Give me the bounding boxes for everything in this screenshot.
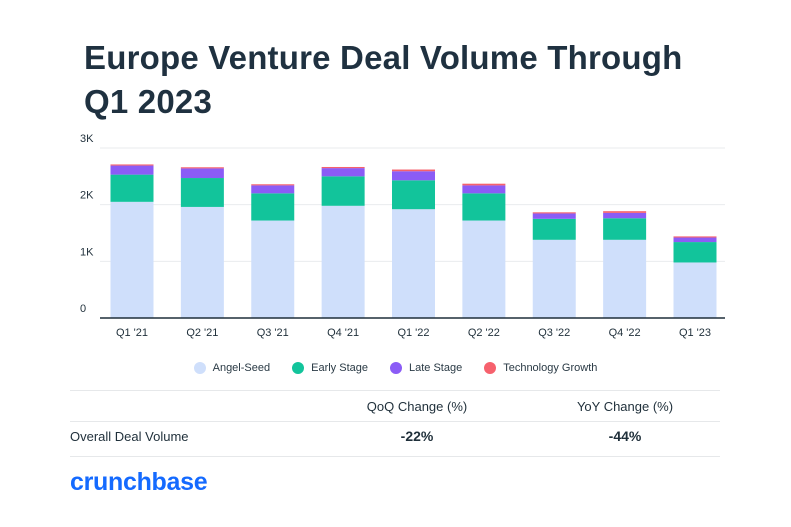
legend-label: Early Stage (311, 362, 368, 374)
bar-segment (321, 205, 365, 318)
bar-segment (392, 180, 435, 210)
x-tick-label: Q1 '22 (397, 327, 429, 339)
bar-segment (251, 185, 295, 194)
y-tick-label: 0 (80, 303, 86, 315)
bar-segment (251, 220, 295, 318)
bar-segment (392, 169, 435, 172)
bar-segment (673, 236, 717, 238)
bar-segment (532, 213, 576, 219)
chart-legend: Angel-Seed Early Stage Late Stage Techno… (0, 362, 791, 374)
bar-segment (110, 174, 154, 202)
bar-segment (180, 178, 224, 207)
bar-segment (673, 237, 717, 243)
x-tick-label: Q3 '22 (538, 327, 570, 339)
bar-segment (673, 242, 717, 263)
x-tick-label: Q1 '23 (679, 327, 711, 339)
bar-segment (462, 185, 506, 194)
bar-segment (110, 164, 154, 166)
bar-segment (603, 218, 647, 240)
legend-item-early-stage: Early Stage (292, 362, 368, 374)
x-tick-label: Q4 '21 (327, 327, 359, 339)
bar-segment (462, 183, 506, 186)
legend-swatch (484, 362, 497, 374)
chart-title: Europe Venture Deal Volume Through Q1 20… (84, 39, 683, 120)
bar-segment (603, 212, 647, 219)
x-tick-label: Q3 '21 (257, 327, 289, 339)
bar-segment (110, 165, 154, 175)
bar-segment (321, 168, 365, 177)
bar-segment (321, 176, 365, 206)
bar-segment (532, 218, 576, 240)
bar-segment (251, 184, 295, 186)
bar-segment (392, 171, 435, 181)
table-divider (70, 390, 720, 391)
stacked-bar-chart: 0 1K 2K 3K Q1 '21 Q2 '21 Q3 '21 Q4 '21 Q1 '22 Q2 … (80, 133, 725, 339)
legend-label: Late Stage (408, 362, 463, 374)
bar-segment (321, 166, 365, 169)
table-header-qoq: QoQ Change (%) (366, 399, 468, 414)
x-tick-label: Q2 '22 (468, 327, 500, 339)
bar-segment (603, 239, 647, 318)
legend-label: Technology Growth (503, 362, 598, 374)
bar-segment (110, 201, 154, 318)
bar-segment (532, 239, 576, 318)
table-row-label: Overall Deal Volume (70, 429, 189, 444)
legend-item-technology-growth: Technology Growth (484, 362, 597, 374)
bar-segment (180, 206, 224, 318)
table-divider (70, 456, 720, 457)
table-value-qoq: -22% (400, 428, 434, 444)
legend-swatch (193, 362, 206, 374)
x-tick-label: Q2 '21 (186, 327, 218, 339)
bar-segment (462, 193, 506, 221)
crunchbase-logo: crunchbase (70, 468, 208, 496)
y-tick-label: 3K (80, 133, 94, 145)
table-header-yoy: YoY Change (%) (576, 399, 674, 414)
legend-item-angel-seed: Angel-Seed (193, 362, 271, 374)
x-tick-label: Q4 '22 (609, 327, 641, 339)
x-tick-label: Q1 '21 (116, 327, 148, 339)
bar-segment (180, 168, 224, 179)
bar-segment (462, 220, 506, 318)
y-tick-label: 1K (80, 246, 94, 258)
bar-segment (673, 262, 717, 318)
legend-item-late-stage: Late Stage (389, 362, 463, 374)
bar-segment (532, 212, 576, 214)
legend-label: Angel-Seed (212, 362, 271, 374)
legend-swatch (389, 362, 402, 374)
legend-swatch (292, 362, 305, 374)
bar-segment (603, 211, 647, 213)
y-tick-label: 2K (80, 190, 94, 202)
bar-segment (251, 193, 295, 221)
table-value-yoy: -44% (608, 428, 642, 444)
bar-segment (392, 209, 435, 318)
table-divider (70, 421, 720, 422)
bar-segment (180, 167, 224, 169)
